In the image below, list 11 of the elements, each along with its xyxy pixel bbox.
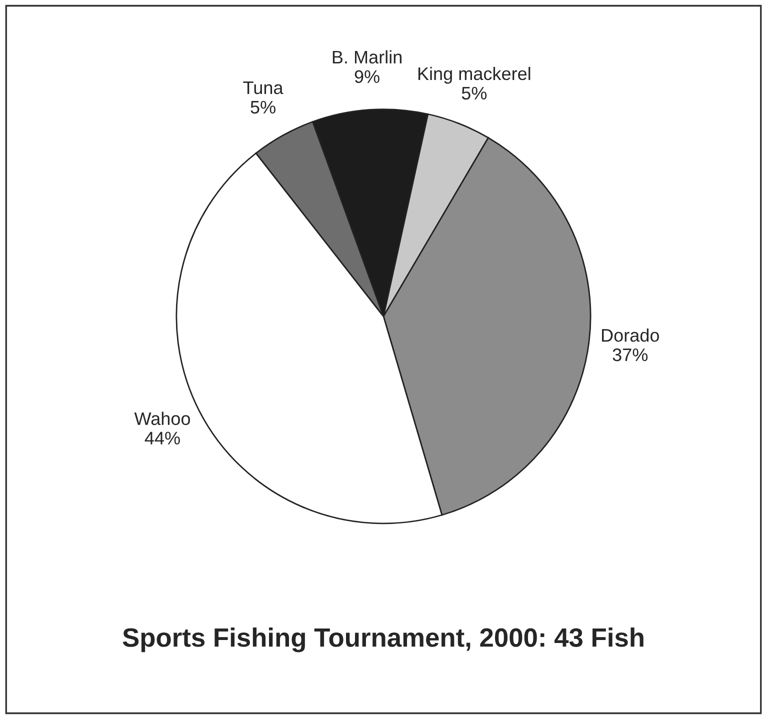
slice-label: King mackerel <box>418 66 530 84</box>
data-label: 44% <box>144 432 180 444</box>
text: Sports Fishing Tournament, 2000: 43 Fish <box>122 628 644 652</box>
data-label: 5% <box>250 100 276 114</box>
data-label: 37% <box>612 348 648 362</box>
data-label: 9% <box>354 70 380 83</box>
data-label: 5% <box>462 86 487 100</box>
slice-label: Tuna <box>243 82 284 94</box>
slice-label: B. Marlin <box>332 50 402 64</box>
slice-label: Wahoo <box>134 412 190 426</box>
slice-label: Dorado <box>602 328 659 342</box>
